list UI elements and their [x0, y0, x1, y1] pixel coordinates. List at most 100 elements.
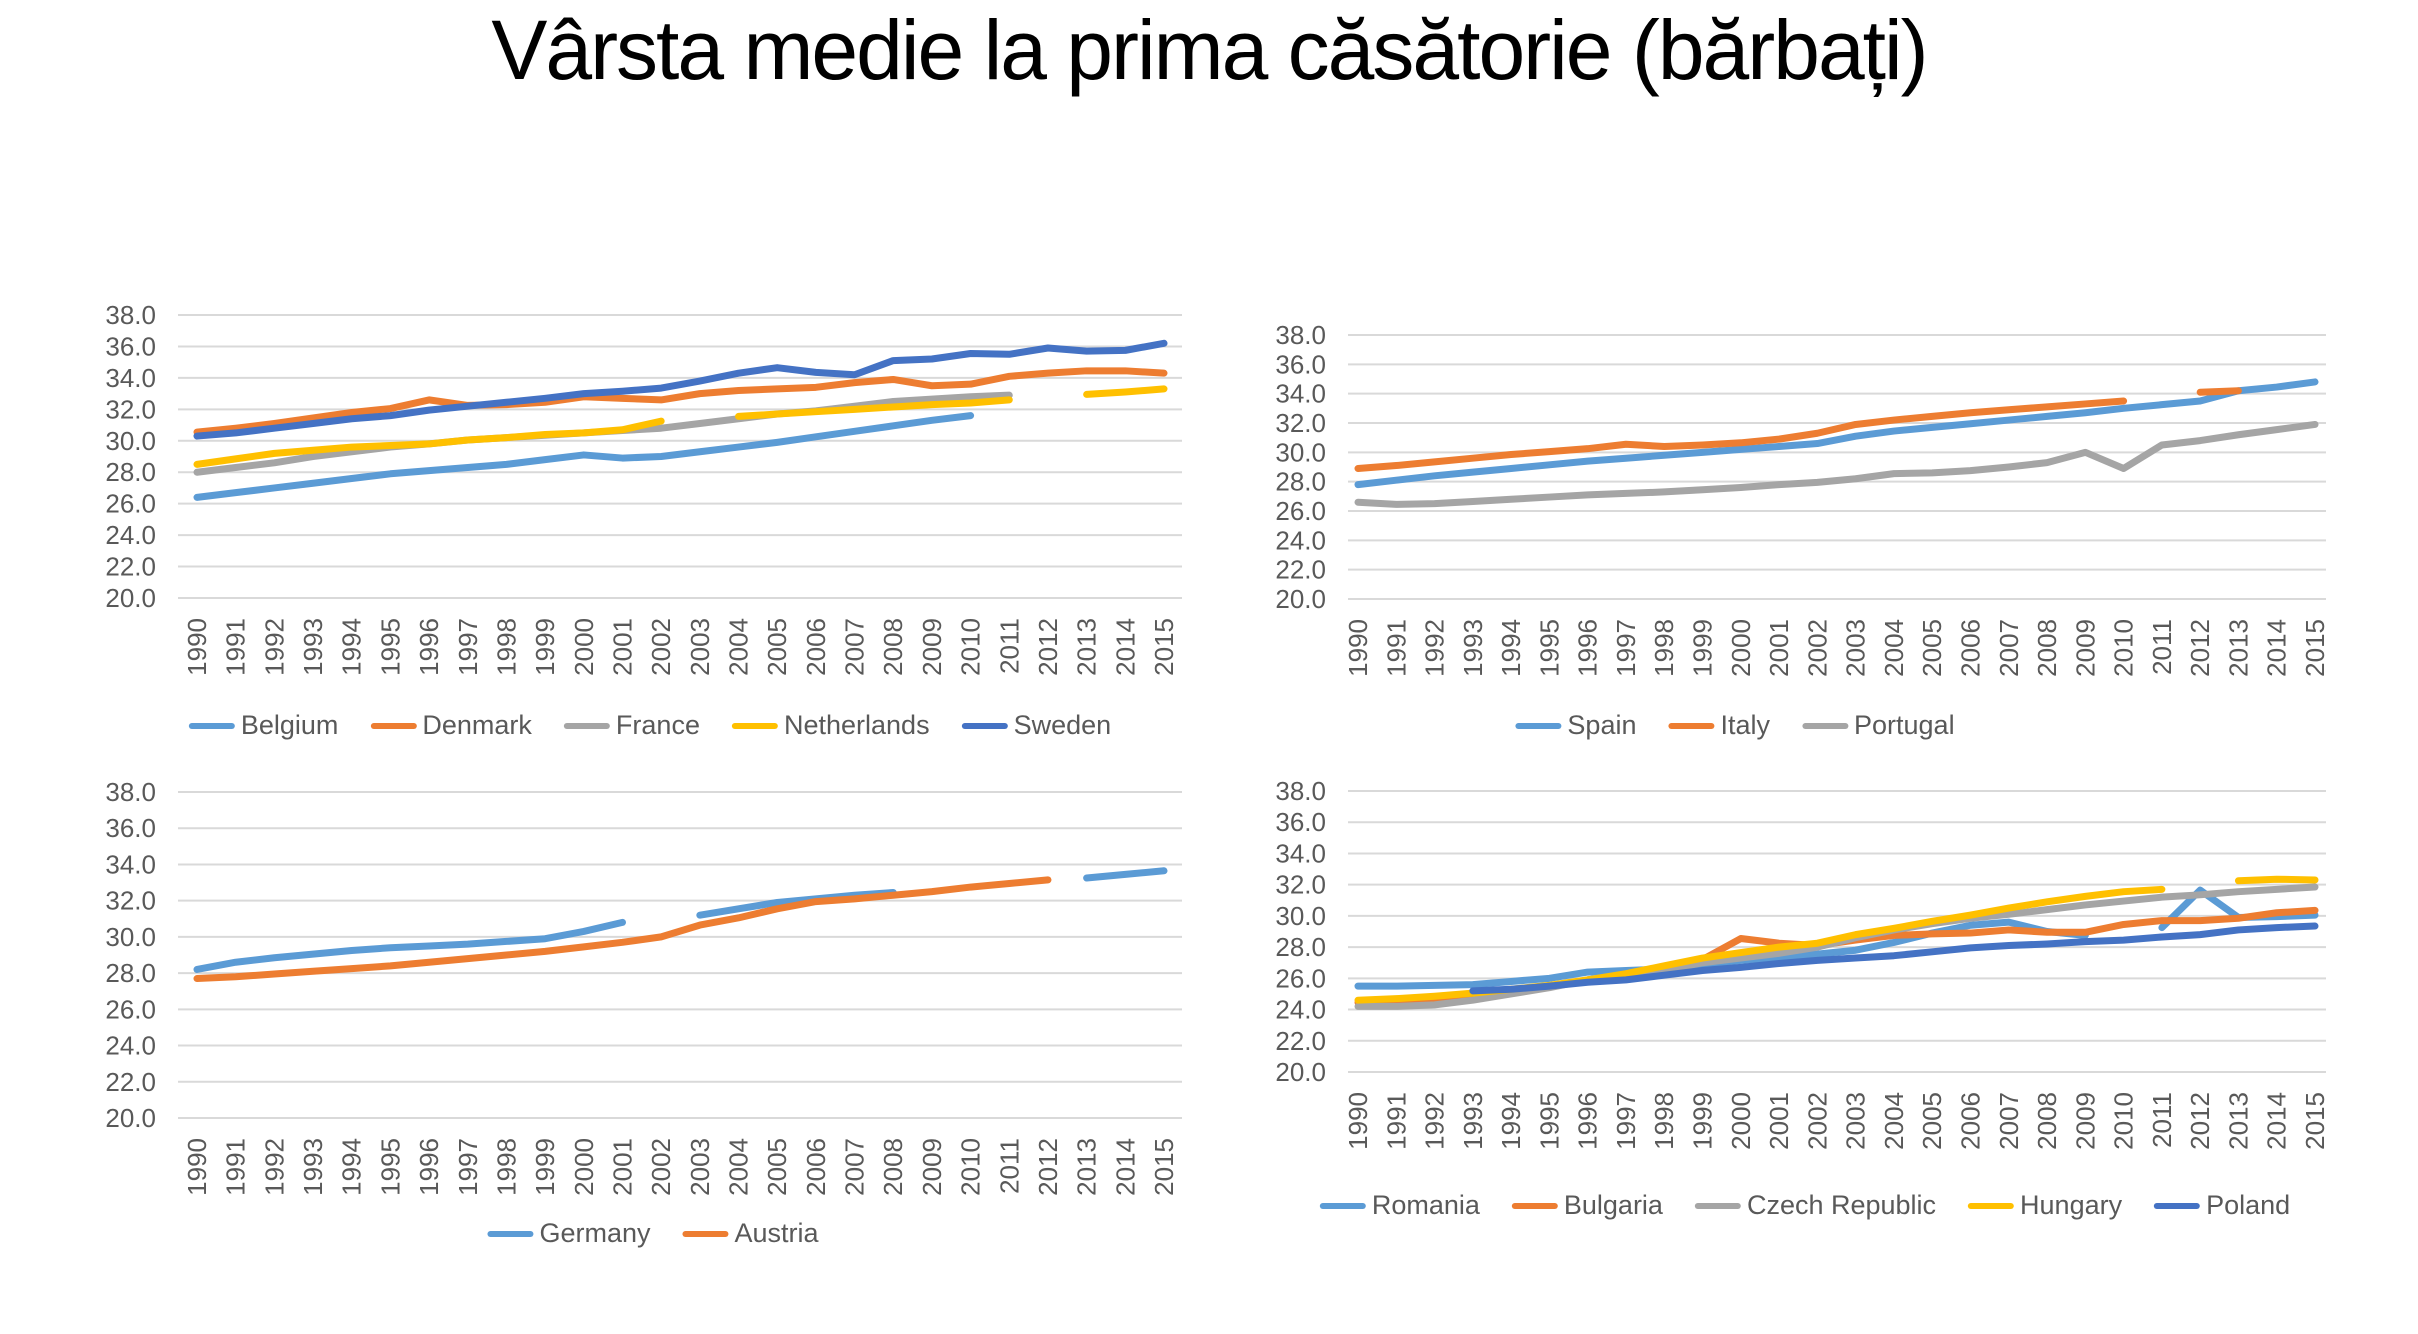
y-tick-label: 22.0 — [1275, 1026, 1326, 1056]
x-tick-label: 2001 — [1764, 1092, 1794, 1150]
x-tick-label: 2006 — [801, 1138, 831, 1196]
legend-item-netherlands: Netherlands — [731, 710, 930, 741]
x-tick-label: 1991 — [221, 618, 251, 676]
y-tick-label: 34.0 — [105, 849, 156, 879]
x-tick-label: 1990 — [1343, 619, 1373, 677]
x-tick-label: 1990 — [182, 618, 212, 676]
x-tick-label: 1995 — [375, 618, 405, 676]
y-tick-label: 34.0 — [105, 363, 156, 393]
series-line-germany — [1083, 867, 1168, 882]
x-tick-label: 2014 — [1110, 1138, 1140, 1196]
series-line-portugal — [1354, 420, 2319, 508]
x-tick-label: 2008 — [878, 618, 908, 676]
legend-item-belgium: Belgium — [188, 710, 339, 741]
x-tick-label: 2011 — [2147, 619, 2177, 675]
legend-swatch — [1515, 722, 1562, 729]
x-tick-label: 1991 — [1381, 619, 1411, 677]
y-tick-label: 28.0 — [1275, 932, 1326, 962]
x-tick-label: 2004 — [724, 1138, 754, 1196]
x-tick-label: 2002 — [646, 618, 676, 676]
chart-canvas: 38.036.034.032.030.028.026.024.022.020.0… — [105, 300, 1182, 676]
legend-swatch — [682, 1230, 729, 1237]
x-tick-label: 2001 — [1764, 619, 1794, 677]
x-tick-label: 1992 — [259, 1138, 289, 1196]
y-tick-label: 26.0 — [105, 489, 156, 519]
x-tick-label: 1991 — [221, 1138, 251, 1196]
x-tick-label: 1999 — [530, 1138, 560, 1196]
legend-swatch — [2154, 1202, 2201, 1209]
x-tick-label: 2014 — [2262, 1092, 2292, 1150]
x-tick-label: 2011 — [2147, 1092, 2177, 1148]
y-tick-label: 30.0 — [105, 922, 156, 952]
x-tick-label: 2010 — [2109, 619, 2139, 677]
x-tick-label: 1992 — [1420, 619, 1450, 677]
x-tick-label: 2005 — [1917, 619, 1947, 677]
x-tick-label: 2013 — [1072, 618, 1102, 676]
y-tick-label: 24.0 — [1275, 525, 1326, 555]
chart-bottom-right: 38.0 36.0 34.0 32.0 30.0 28.0 26.0 24.0 22.0 20.0… — [1270, 770, 2390, 1230]
x-tick-label: 2002 — [646, 1138, 676, 1196]
legend-item-france: France — [563, 710, 700, 741]
x-tick-label: 2008 — [878, 1138, 908, 1196]
y-tick-label: 36.0 — [1275, 807, 1326, 837]
x-tick-label: 1993 — [1458, 1092, 1488, 1150]
legend-label: Belgium — [240, 710, 339, 740]
y-tick-label: 24.0 — [1275, 995, 1326, 1025]
chart-legend: Germany Austria — [487, 1218, 819, 1249]
x-tick-label: 1998 — [491, 618, 521, 676]
legend-item-poland: Poland — [2154, 1190, 2290, 1221]
x-tick-label: 2005 — [762, 618, 792, 676]
x-tick-label: 1992 — [259, 618, 289, 676]
legend-swatch — [1668, 722, 1715, 729]
x-tick-label: 1993 — [298, 618, 328, 676]
series-line-netherlands — [193, 417, 665, 468]
legend-swatch — [961, 722, 1008, 729]
chart-top-right: 38.0 36.0 34.0 32.0 30.0 28.0 26.0 24.0 22.0 20.0… — [1270, 290, 2390, 765]
x-tick-label: 1994 — [337, 618, 367, 676]
y-tick-label: 22.0 — [1275, 555, 1326, 585]
chart-top-left: 38.0 36.0 34.0 32.0 30.0 28.0 26.0 24.0 22.0 20.0… — [90, 290, 1210, 765]
legend-swatch — [188, 722, 235, 729]
y-tick-label: 20.0 — [1275, 584, 1326, 614]
legend-swatch — [1968, 1202, 2015, 1209]
x-tick-label: 2004 — [724, 618, 754, 676]
legend-item-denmark: Denmark — [370, 710, 532, 741]
y-tick-label: 38.0 — [1275, 320, 1326, 350]
x-tick-label: 2003 — [1841, 619, 1871, 677]
series-line-spain — [1354, 378, 2319, 489]
x-tick-label: 2006 — [801, 618, 831, 676]
legend-label: Denmark — [422, 710, 532, 740]
legend-swatch — [1802, 722, 1849, 729]
y-tick-label: 22.0 — [105, 552, 156, 582]
x-tick-label: 1999 — [530, 618, 560, 676]
x-tick-label: 2005 — [1917, 1092, 1947, 1150]
x-tick-label: 1995 — [1534, 619, 1564, 677]
legend-label: Spain — [1567, 710, 1637, 740]
x-tick-label: 1993 — [1458, 619, 1488, 677]
y-tick-label: 34.0 — [1275, 838, 1326, 868]
legend-label: Czech Republic — [1746, 1190, 1937, 1220]
series-line-netherlands — [1083, 385, 1168, 398]
legend-item-romania: Romania — [1319, 1190, 1480, 1221]
x-tick-label: 1996 — [414, 618, 444, 676]
legend-label: France — [615, 710, 700, 740]
legend-label: Germany — [539, 1218, 651, 1248]
x-tick-label: 2009 — [917, 1138, 947, 1196]
x-tick-label: 2009 — [2070, 619, 2100, 677]
x-tick-label: 2000 — [569, 618, 599, 676]
legend-label: Netherlands — [783, 710, 930, 740]
legend-swatch — [1511, 1202, 1558, 1209]
x-tick-label: 2003 — [685, 1138, 715, 1196]
legend-label: Poland — [2206, 1190, 2291, 1220]
legend-item-sweden: Sweden — [961, 710, 1112, 741]
legend-label: Italy — [1720, 710, 1771, 740]
x-tick-label: 1999 — [1688, 1092, 1718, 1150]
y-tick-label: 20.0 — [105, 1103, 156, 1133]
legend-label: Sweden — [1013, 710, 1112, 740]
y-tick-label: 30.0 — [105, 426, 156, 456]
chart-bottom-left: 38.0 36.0 34.0 32.0 30.0 28.0 26.0 24.0 22.0 20.0… — [90, 770, 1210, 1270]
x-tick-label: 1998 — [491, 1138, 521, 1196]
series-line-austria — [193, 876, 1052, 983]
x-tick-label: 2005 — [762, 1138, 792, 1196]
